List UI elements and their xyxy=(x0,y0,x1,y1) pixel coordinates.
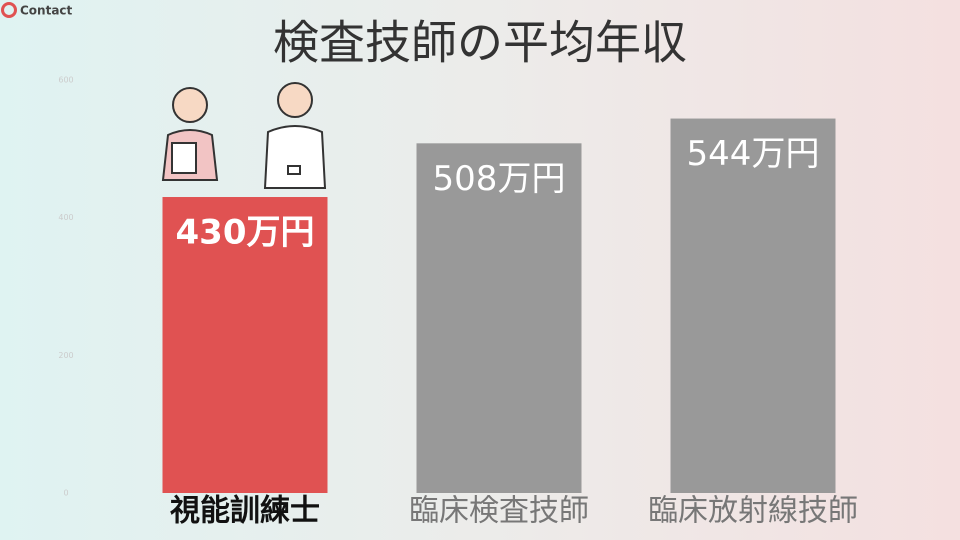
logo-icon xyxy=(1,2,17,18)
y-tick-label: 0 xyxy=(63,489,68,498)
logo-text: Contact xyxy=(20,4,73,18)
clipboard xyxy=(171,142,197,174)
person-head xyxy=(277,82,313,118)
value-label: 508万円 xyxy=(433,159,566,199)
y-tick-label: 200 xyxy=(58,351,73,360)
badge xyxy=(287,165,301,175)
x-tick-label: 視能訓練士 xyxy=(170,494,320,529)
y-tick-label: 600 xyxy=(58,76,73,85)
chart-title: 検査技師の平均年収 xyxy=(273,16,687,70)
bar xyxy=(416,143,582,493)
logo: Contact xyxy=(1,2,73,18)
value-label: 544万円 xyxy=(687,134,820,174)
person-body xyxy=(263,125,327,189)
person-head xyxy=(172,87,208,123)
x-tick-label: 臨床放射線技師 xyxy=(648,494,858,529)
value-label: 430万円 xyxy=(176,213,315,253)
bar xyxy=(162,197,328,493)
bar xyxy=(670,118,836,494)
y-tick-label: 400 xyxy=(58,213,73,222)
x-tick-label: 臨床検査技師 xyxy=(409,494,589,529)
illustration xyxy=(161,82,327,189)
